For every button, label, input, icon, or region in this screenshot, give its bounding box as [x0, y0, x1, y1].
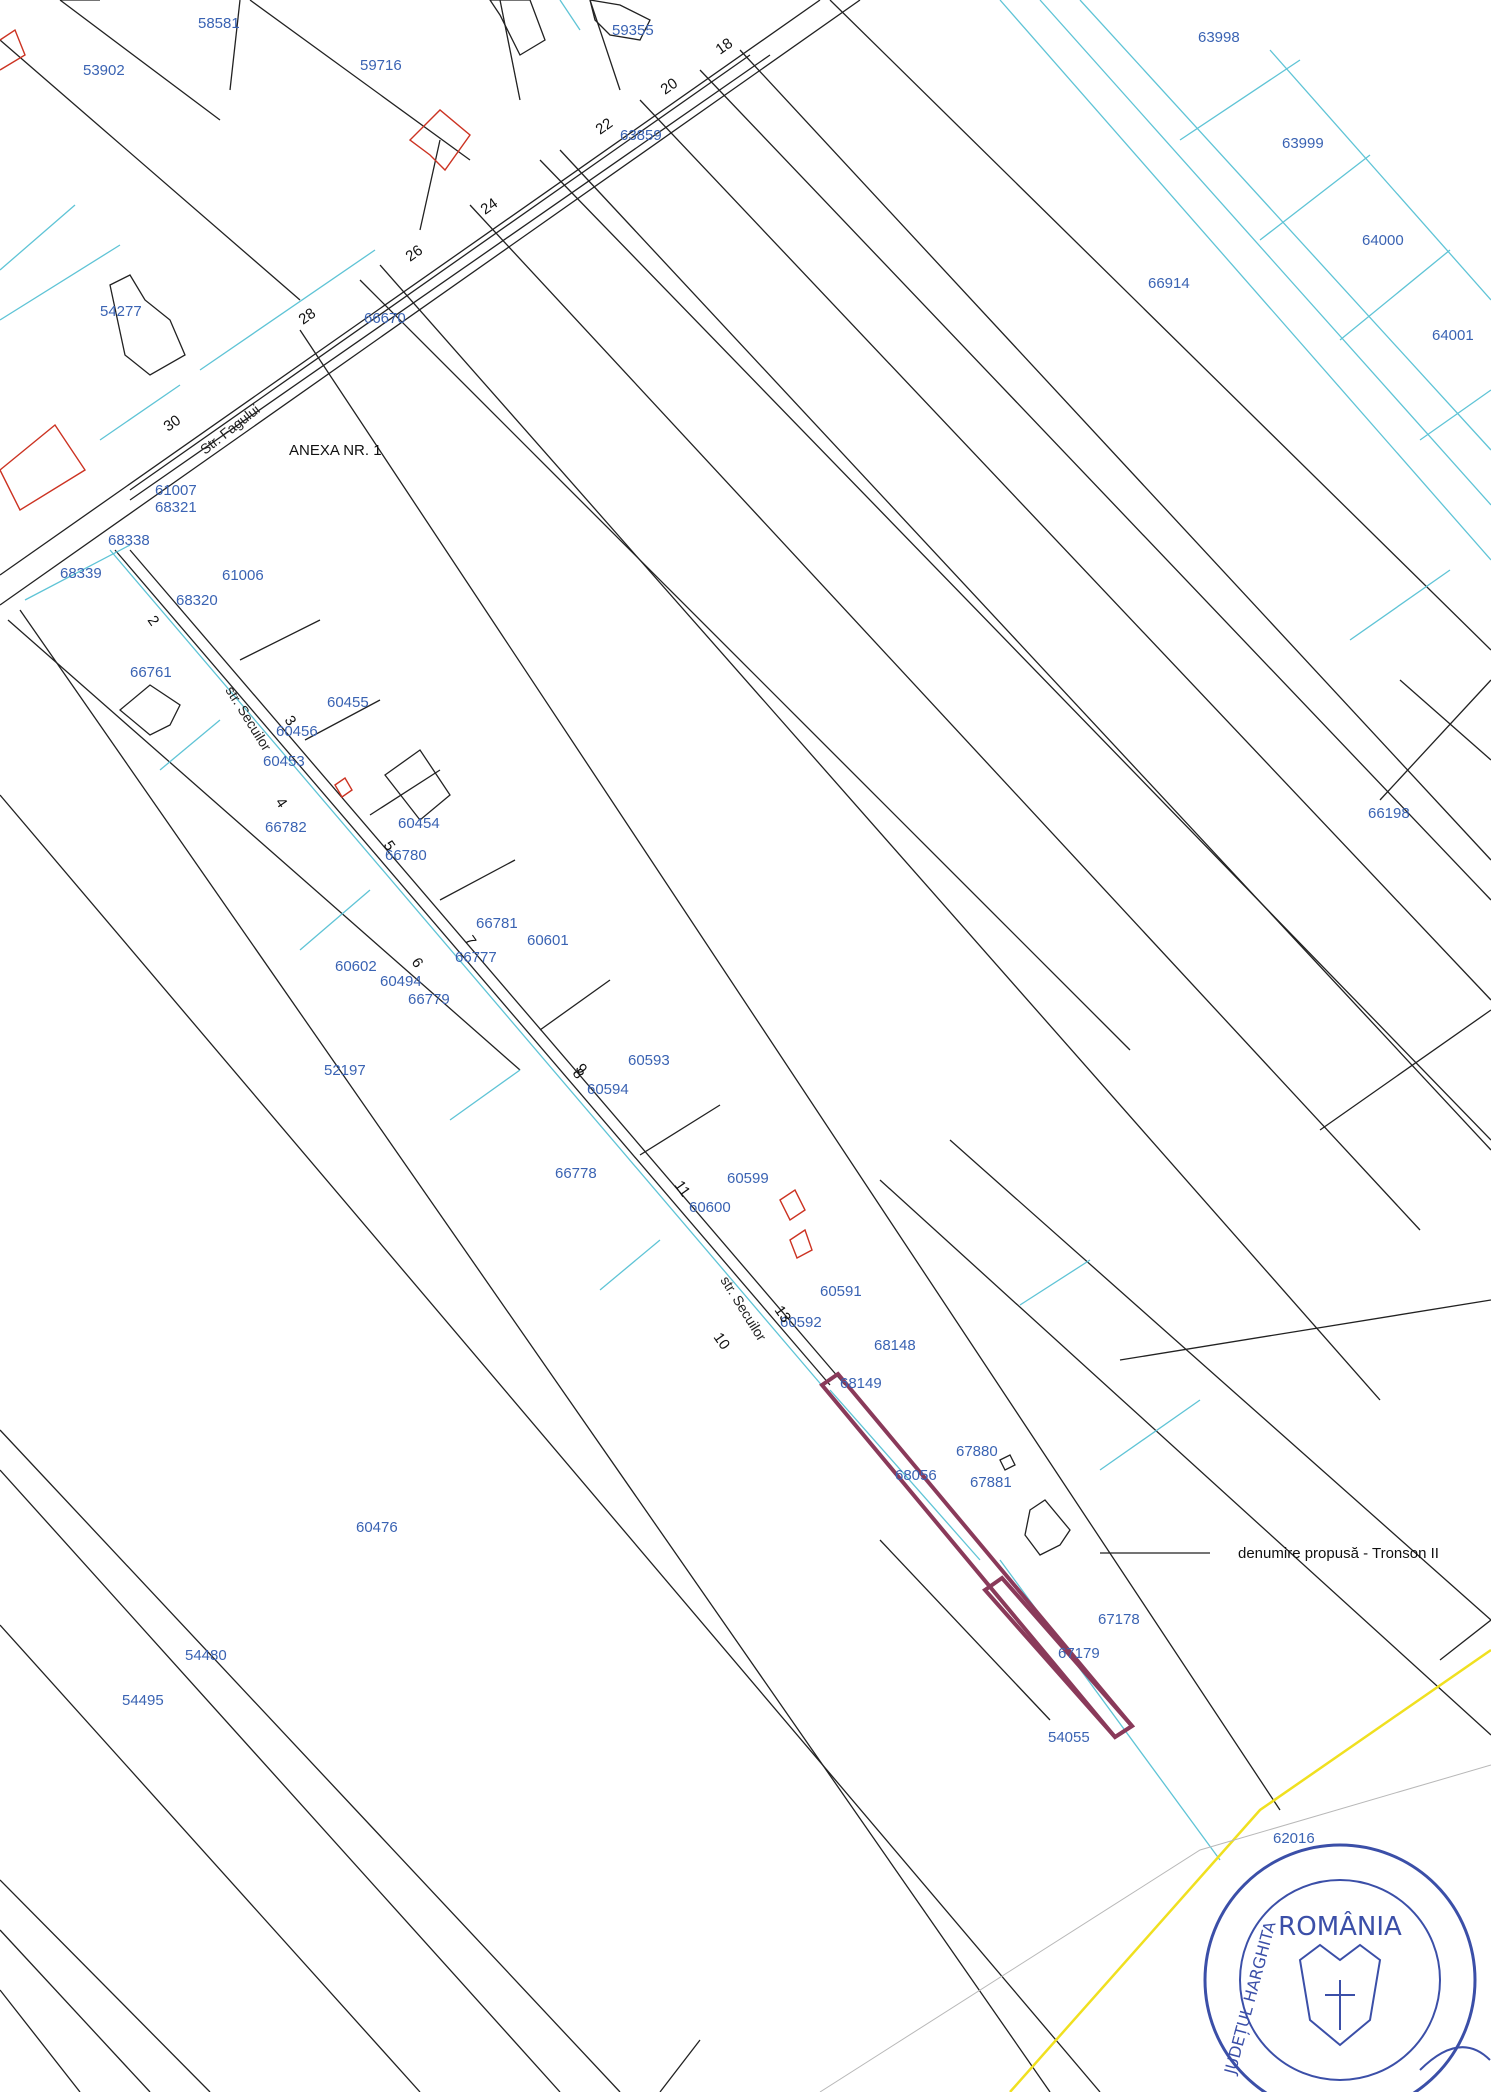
seal-inner-ring — [1239, 1879, 1441, 2081]
parcel-number: 60593 — [628, 1052, 670, 1069]
parcel-number: 67880 — [956, 1443, 998, 1460]
house-number: 28 — [296, 305, 319, 328]
parcel-number: 66782 — [265, 819, 307, 836]
parcel-number: 60455 — [327, 694, 369, 711]
parcel-number: 54055 — [1048, 1729, 1090, 1746]
house-number: 13 — [771, 1303, 794, 1326]
parcel-number: 54480 — [185, 1647, 227, 1664]
parcel-number: 68339 — [60, 565, 102, 582]
house-number: 26 — [403, 242, 426, 265]
parcel-number: 66670 — [364, 310, 406, 327]
house-number: 18 — [713, 35, 736, 58]
parcel-number: 59716 — [360, 57, 402, 74]
house-number: 10 — [710, 1330, 733, 1353]
parcel-number: 68056 — [895, 1467, 937, 1484]
parcel-number: 60591 — [820, 1283, 862, 1300]
house-number: 24 — [478, 195, 501, 218]
parcel-number: 62016 — [1273, 1830, 1315, 1847]
parcel-number: 61007 — [155, 482, 197, 499]
buildings-black — [109, 0, 1071, 1556]
parcel-number: 59355 — [612, 22, 654, 39]
parcel-number: 60453 — [263, 753, 305, 770]
parcel-number: 64000 — [1362, 232, 1404, 249]
annex-title: ANEXA NR. 1 — [289, 442, 382, 459]
parcel-number: 54495 — [122, 1692, 164, 1709]
seal-country: ROMÂNIA — [1278, 1910, 1402, 1942]
parcel-number: 60599 — [727, 1170, 769, 1187]
parcel-number: 60592 — [780, 1314, 822, 1331]
buildings-red — [0, 28, 813, 1259]
house-number: 30 — [161, 412, 184, 435]
eagle-icon — [1298, 1943, 1382, 2047]
parcel-number: 54277 — [100, 303, 142, 320]
parcel-number: 66781 — [476, 915, 518, 932]
parcel-number: 68149 — [840, 1375, 882, 1392]
tronson-highlight — [819, 1371, 1136, 1740]
yellow-boundary — [1009, 1648, 1491, 2092]
parcel-lines-cyan — [0, 0, 1491, 1861]
parcel-number: 66198 — [1368, 805, 1410, 822]
parcel-number: 60454 — [398, 815, 440, 832]
parcel-number: 67881 — [970, 1474, 1012, 1491]
parcel-number: 60600 — [689, 1199, 731, 1216]
parcel-number: 60594 — [587, 1081, 629, 1098]
parcel-number: 63998 — [1198, 29, 1240, 46]
callout-label: denumire propusă - Tronson II — [1238, 1545, 1439, 1562]
parcel-number: 68321 — [155, 499, 197, 516]
cross-icon — [1325, 1980, 1355, 2030]
parcel-number: 60601 — [527, 932, 569, 949]
parcel-number: 52197 — [324, 1062, 366, 1079]
parcel-number: 66779 — [408, 991, 450, 1008]
parcel-number: 64001 — [1432, 327, 1474, 344]
parcel-number: 58581 — [198, 15, 240, 32]
parcel-number: 66761 — [130, 664, 172, 681]
parcel-number: 68320 — [176, 592, 218, 609]
parcel-number: 66914 — [1148, 275, 1190, 292]
parcel-number: 67178 — [1098, 1611, 1140, 1628]
parcel-number: 60494 — [380, 973, 422, 990]
signature-scribble — [1419, 2046, 1491, 2071]
parcel-number: 68338 — [108, 532, 150, 549]
house-number: 22 — [593, 115, 616, 138]
parcel-number: 66777 — [455, 949, 497, 966]
parcel-number: 68148 — [874, 1337, 916, 1354]
parcel-number: 60476 — [356, 1519, 398, 1536]
parcel-number: 66778 — [555, 1165, 597, 1182]
parcel-number: 63859 — [620, 127, 662, 144]
parcel-number: 63999 — [1282, 135, 1324, 152]
parcel-number: 60456 — [276, 723, 318, 740]
gray-boundary — [819, 1764, 1491, 2092]
parcel-number: 67179 — [1058, 1645, 1100, 1662]
seal-outer-ring — [1203, 1843, 1477, 2092]
parcel-number: 61006 — [222, 567, 264, 584]
house-number: 20 — [658, 75, 681, 98]
parcel-number: 53902 — [83, 62, 125, 79]
parcel-number: 66780 — [385, 847, 427, 864]
parcel-number: 60602 — [335, 958, 377, 975]
